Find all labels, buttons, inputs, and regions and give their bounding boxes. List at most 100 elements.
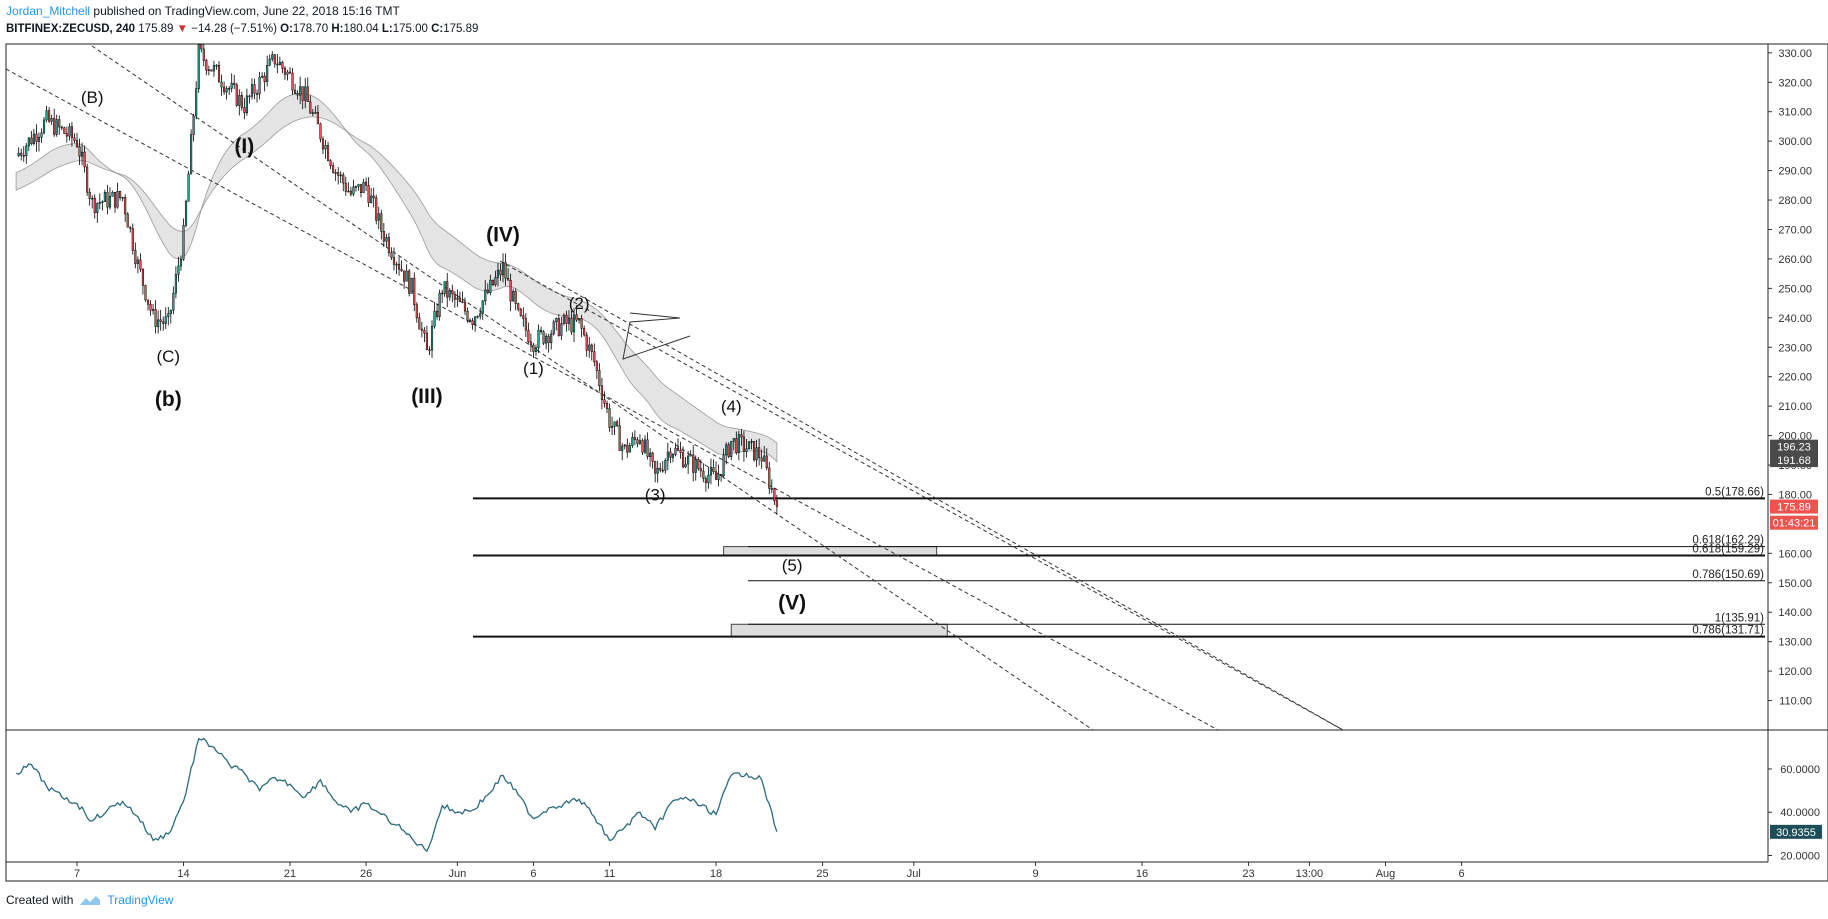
footer: Created with TradingView: [6, 893, 173, 907]
candle-body: [233, 82, 236, 86]
candle-body: [220, 81, 223, 88]
candle-body: [83, 151, 86, 168]
price-axis[interactable]: 330.00 320.00 310.00 300.00 290.00 280.00 270.…: [1768, 48, 1822, 863]
candle-body: [359, 184, 363, 193]
candle-body: [253, 84, 256, 94]
candle-body: [382, 231, 385, 242]
candle-body: [116, 191, 119, 208]
candle-body: [245, 95, 248, 114]
candle-body: [446, 281, 449, 298]
candle-body: [63, 127, 66, 134]
candle-body: [415, 304, 418, 319]
candle-body: [474, 316, 477, 325]
candle-body: [512, 290, 515, 302]
candle-body: [707, 474, 710, 484]
candle-body: [286, 71, 289, 75]
price-change: −14.28 (−7.51%): [191, 23, 277, 35]
candle-body: [580, 318, 583, 329]
candle-body: [111, 191, 114, 197]
candle-body: [651, 452, 654, 462]
price-tick-label: 200.00: [1778, 431, 1812, 443]
candle-body: [349, 190, 352, 195]
candle-body: [304, 86, 307, 101]
candle-body: [238, 95, 241, 106]
candle-body: [190, 134, 193, 175]
time-tick-label: 6: [1459, 868, 1465, 880]
candle-body: [613, 421, 616, 427]
close-value: 175.89: [443, 23, 479, 35]
candle-body: [669, 451, 672, 458]
candle-body: [230, 82, 233, 89]
candle-body: [504, 262, 507, 279]
candle-body: [605, 402, 609, 409]
candle-body: [560, 323, 563, 336]
price-tick-label: 310.00: [1778, 107, 1812, 119]
channel-line: [555, 281, 1344, 731]
candle-body: [329, 160, 332, 166]
price-tick-label: 180.00: [1778, 489, 1812, 501]
time-tick-label: Jun: [449, 868, 467, 880]
candle-body: [78, 146, 81, 157]
candle-body: [590, 344, 593, 352]
publish-header: Jordan_Mitchell published on TradingView…: [6, 4, 400, 19]
candle-body: [271, 54, 274, 60]
candle-body: [499, 269, 502, 276]
candle-body: [278, 62, 281, 66]
candle-body: [174, 274, 177, 294]
price-tick-label: 120.00: [1778, 666, 1812, 678]
candle-body: [773, 488, 776, 501]
time-tick-label: 26: [360, 868, 372, 880]
candle-body: [319, 123, 322, 140]
candle-body: [86, 166, 89, 193]
candle-body: [377, 213, 380, 221]
price-tick-label: 140.00: [1778, 607, 1812, 619]
candle-body: [294, 89, 297, 94]
candle-body: [529, 341, 532, 346]
symbol-name: BITFINEX:ZECUSD, 240: [6, 23, 136, 35]
candle-body: [410, 277, 413, 294]
candle-body: [684, 463, 687, 468]
tradingview-brand-link[interactable]: TradingView: [107, 893, 174, 907]
candle-body: [48, 110, 51, 122]
time-axis[interactable]: 7 14 21 26 Jun 6 11 18 25 Jul 9 16 23 13:00 Aug 6: [74, 862, 1465, 880]
candle-body: [436, 310, 439, 317]
candle-body: [567, 318, 571, 324]
candle-body: [555, 318, 558, 323]
candle-body: [694, 459, 697, 473]
candle-body: [656, 467, 659, 474]
candle-body: [570, 318, 573, 333]
channel-line: [91, 45, 1094, 731]
candle-body: [641, 440, 644, 453]
candle-body: [68, 126, 71, 137]
rsi-tick-label: 20.0000: [1780, 851, 1820, 863]
author-link[interactable]: Jordan_Mitchell: [6, 4, 91, 18]
time-tick-label: 6: [530, 868, 536, 880]
candle-body: [489, 279, 492, 294]
price-tick-label: 320.00: [1778, 77, 1812, 89]
candle-body: [177, 265, 180, 275]
candle-body: [288, 71, 292, 74]
candle-body: [603, 399, 606, 404]
high-value: 180.04: [343, 23, 379, 35]
candle-body: [735, 438, 738, 454]
candle-body: [692, 454, 695, 473]
price-tick-label: 300.00: [1778, 136, 1812, 148]
candle-body: [618, 425, 621, 451]
candle-body: [65, 133, 68, 137]
candle-body: [144, 285, 147, 301]
candle-body: [494, 277, 497, 286]
candle-body: [405, 270, 408, 282]
candle-body: [481, 300, 484, 314]
candle-body: [476, 315, 479, 318]
candle-body: [273, 54, 276, 65]
candle-body: [55, 119, 58, 135]
candle-body: [509, 279, 512, 302]
candle-body: [296, 93, 299, 96]
candle-body: [486, 289, 489, 294]
price-marker-label: 175.89: [1777, 502, 1811, 514]
candle-body: [616, 421, 619, 427]
fib-level-label: 0.786(131.71): [1692, 625, 1764, 637]
candle-body: [281, 62, 284, 69]
candle-body: [626, 444, 629, 453]
